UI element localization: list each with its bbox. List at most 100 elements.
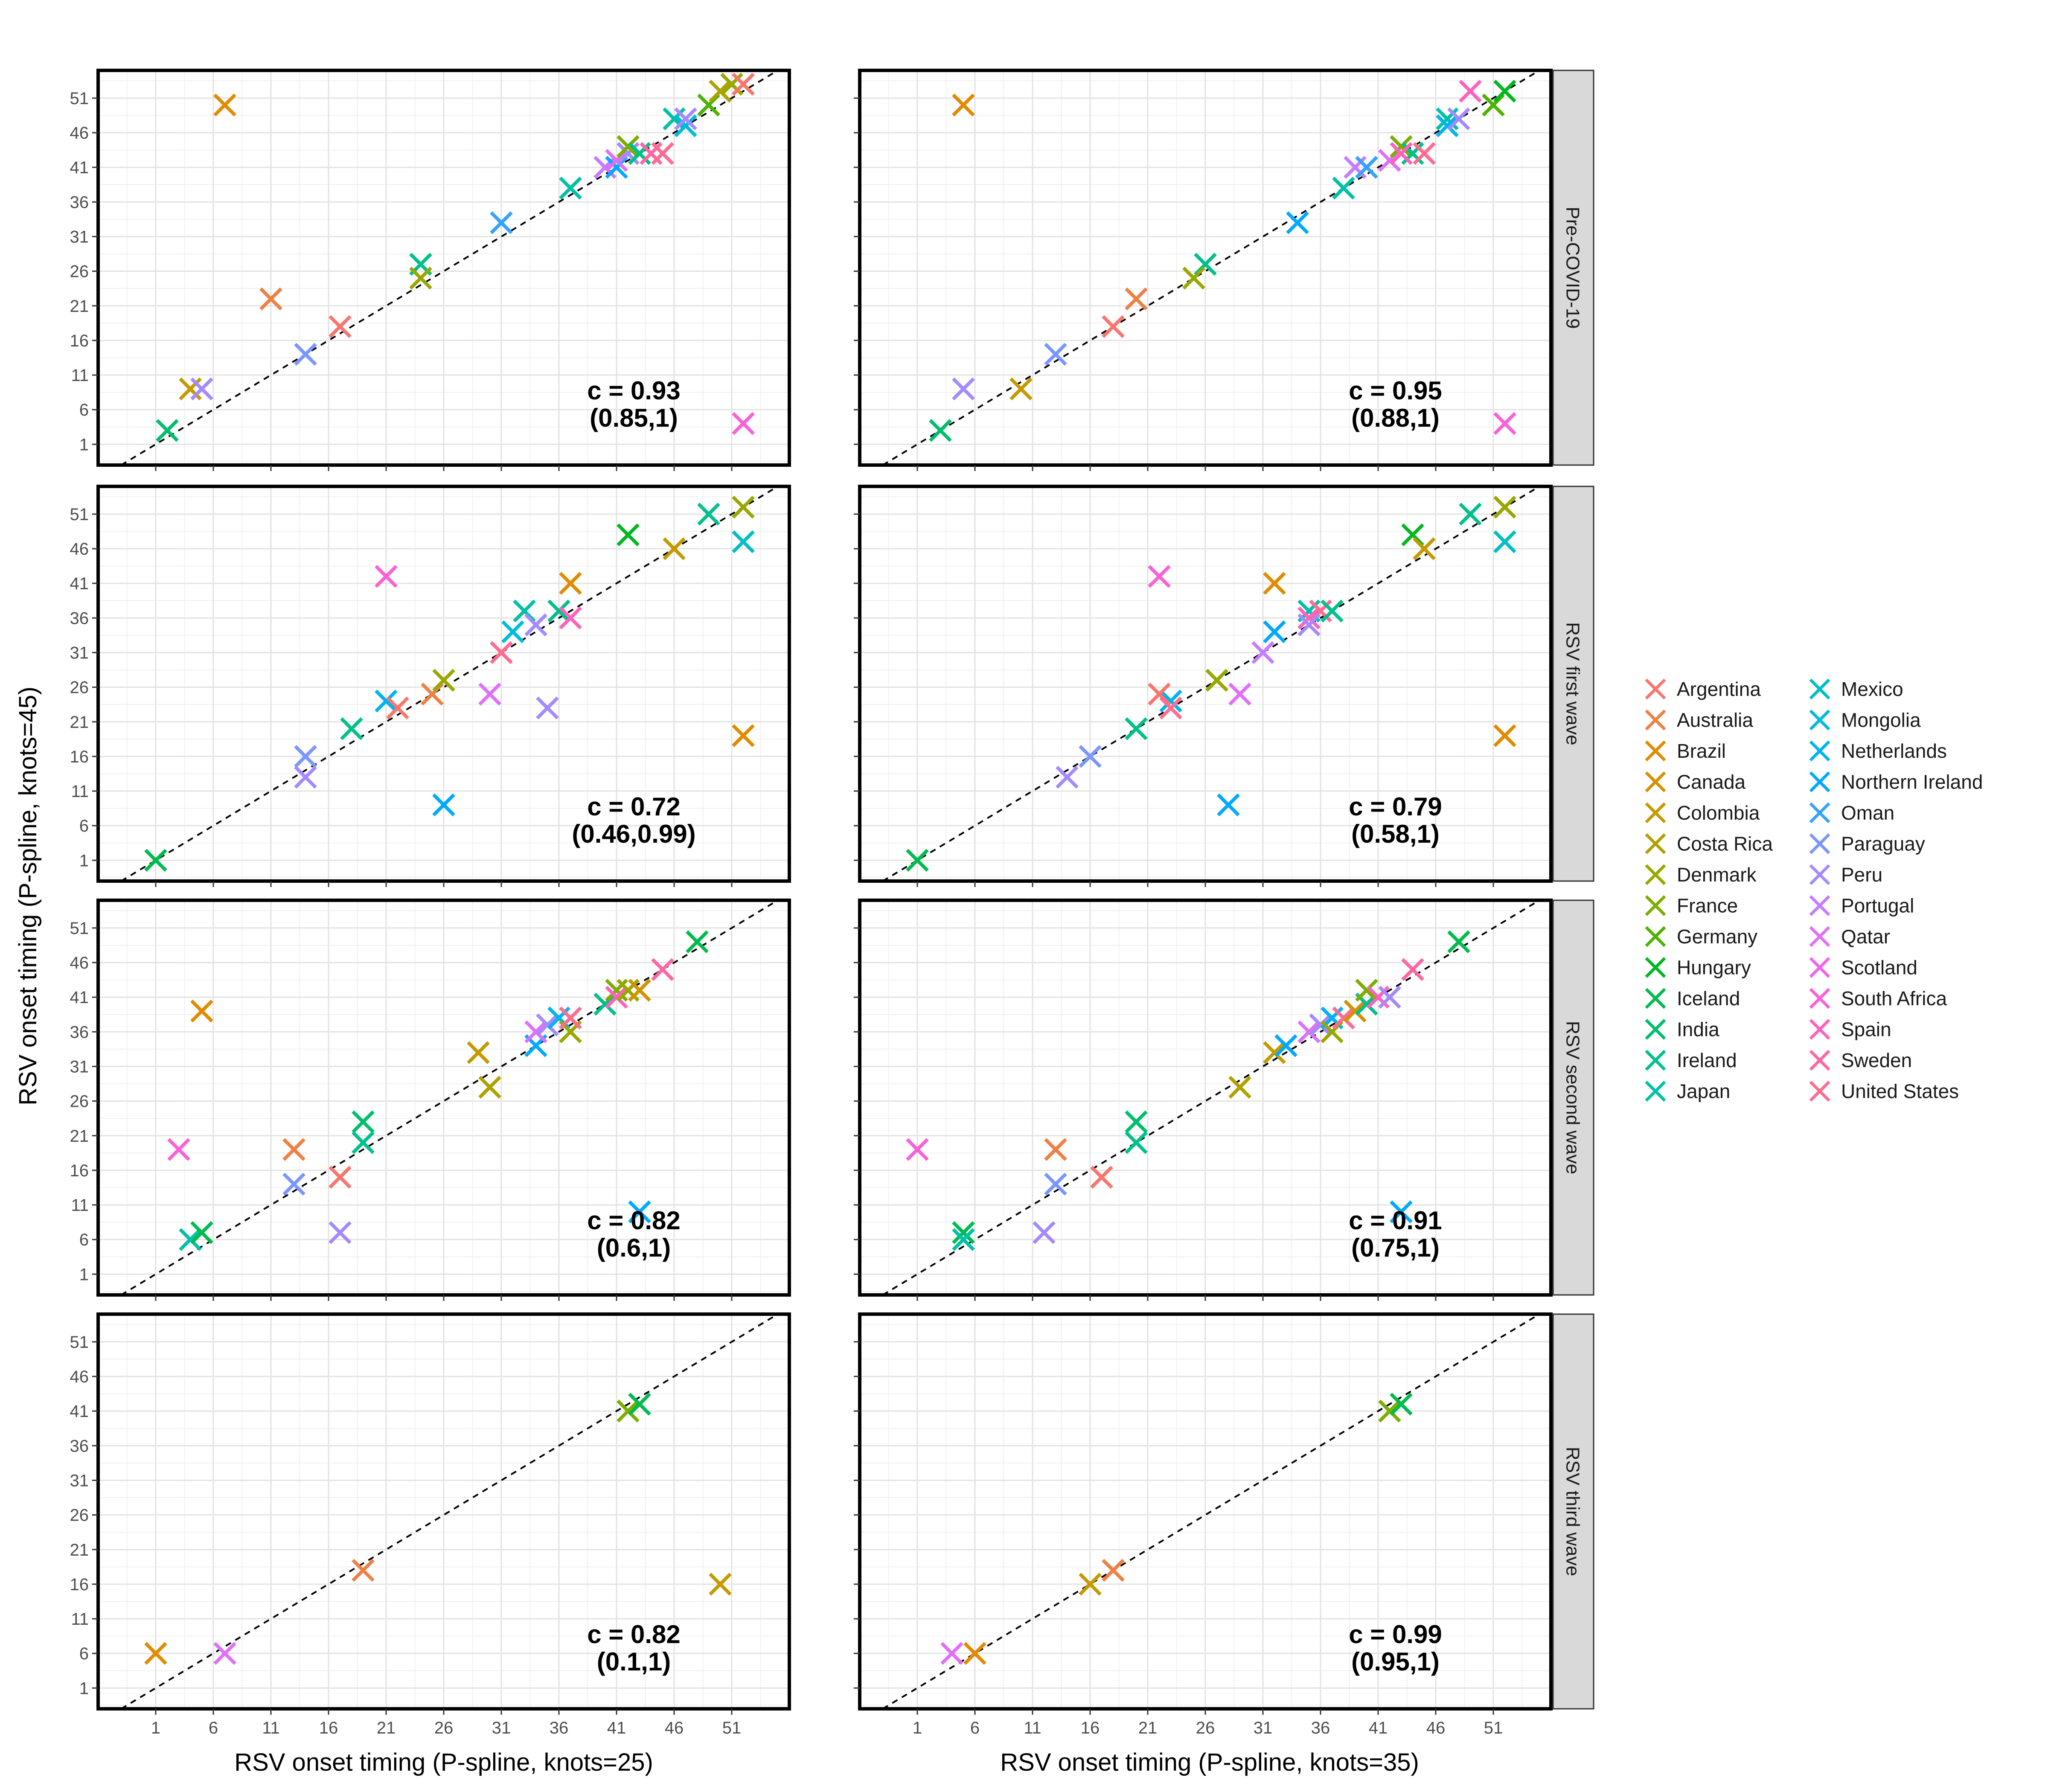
data-point [1390,1393,1413,1416]
data-point-stroke [1090,1166,1113,1189]
legend-item: Oman [1809,802,1894,824]
data-point-stroke [1378,1399,1401,1423]
confidence-interval: (0.75,1) [1351,1233,1440,1262]
panel-3-1: c = 0.99(0.95,1)1 6 11 16 21 26 31 36 41 46 51 [854,1312,1553,1737]
data-point-stroke [1390,1393,1413,1416]
data-point [1263,1041,1286,1064]
x-tick-label: 51 [722,1719,742,1737]
legend-item: Canada [1645,771,1746,793]
concordance-value: c = 0.91 [1349,1206,1442,1235]
data-point-stroke [732,724,755,748]
data-point [1493,724,1516,748]
y-tick-label: 6 [79,401,89,419]
x-tick-label: 36 [1311,1719,1330,1737]
y-tick-label: 1 [79,851,89,870]
data-point-stroke [1033,1221,1056,1244]
data-point-stroke [386,696,409,720]
data-point [409,267,432,290]
data-point [952,377,975,401]
concordance-value: c = 0.72 [587,792,681,821]
x-tick-label: 31 [492,1719,511,1737]
data-point-stroke [547,599,570,623]
legend-item: Germany [1645,925,1757,948]
y-tick-label: 36 [70,1023,89,1041]
x-tick-label: 36 [550,1719,569,1737]
data-point [651,142,674,165]
legend-key-stroke [1645,678,1666,700]
data-point-stroke [674,107,697,131]
data-point-stroke [1332,177,1355,200]
data-point [1033,1221,1056,1244]
data-point [1332,1007,1355,1030]
data-point-stroke [329,315,352,338]
data-point [952,1228,975,1251]
data-point-stroke [686,930,709,954]
x-tick-label: 31 [1254,1719,1273,1737]
data-point-stroke [1459,79,1482,103]
legend-label: Australia [1677,709,1753,731]
data-point-stroke [294,343,317,366]
data-point [628,1393,651,1416]
data-point [536,696,559,720]
data-point [524,613,547,637]
data-point-stroke [144,849,167,872]
facet-strip-1: RSV first wave [1552,486,1594,882]
data-point-stroke [490,211,513,234]
data-point-stroke [513,599,536,623]
data-point [952,1221,975,1244]
y-tick-label: 21 [70,713,89,732]
data-point-stroke [617,135,640,158]
data-point [1205,669,1228,692]
data-point-stroke [906,849,929,872]
legend-label: Mexico [1841,678,1903,700]
data-point-stroke [1263,620,1286,643]
legend-label: France [1677,895,1738,917]
data-point [1401,958,1424,981]
legend-item: South Africa [1809,987,1947,1009]
data-point-stroke [1102,315,1125,338]
y-tick-label: 51 [70,505,89,524]
legend-item: Peru [1809,864,1882,886]
legend-label: Qatar [1841,925,1890,948]
data-point [929,419,952,442]
legend-key-stroke [1645,864,1666,885]
legend-key-stroke [1645,802,1666,823]
data-point [536,1013,559,1036]
y-tick-label: 31 [70,1471,89,1490]
confidence-interval: (0.46,0.99) [572,820,695,848]
data-point-stroke [1413,142,1436,165]
data-point [282,1172,305,1196]
legend-label: Canada [1677,771,1746,793]
data-point [732,530,755,553]
y-tick-label: 16 [70,748,89,766]
legend-key-stroke [1809,957,1830,978]
data-point [329,315,352,338]
data-point-stroke [213,93,236,116]
data-point-stroke [1263,572,1286,595]
data-point [1056,765,1079,789]
data-point [1125,1110,1148,1134]
y-tick-label: 21 [70,1541,89,1559]
x-tick-label: 1 [913,1719,922,1737]
data-point [1355,979,1378,1002]
data-point-stroke [674,114,697,137]
data-point-stroke [501,620,524,643]
data-point-stroke [1159,696,1182,720]
legend-item: Argentina [1645,678,1761,700]
legend-item: Iceland [1645,987,1740,1009]
data-point-stroke [1056,765,1079,789]
data-point [386,696,409,720]
data-point [732,73,755,96]
data-point-stroke [490,641,513,664]
data-point-stroke [1390,1200,1413,1224]
y-tick-label: 1 [79,1265,89,1284]
data-point [1274,1034,1297,1057]
y-tick-label: 41 [70,158,89,177]
data-point [617,523,640,547]
data-point [1344,999,1367,1023]
data-point-stroke [375,689,398,713]
data-point-stroke [536,1013,559,1036]
reference-line [120,1313,779,1710]
data-point [375,565,398,588]
